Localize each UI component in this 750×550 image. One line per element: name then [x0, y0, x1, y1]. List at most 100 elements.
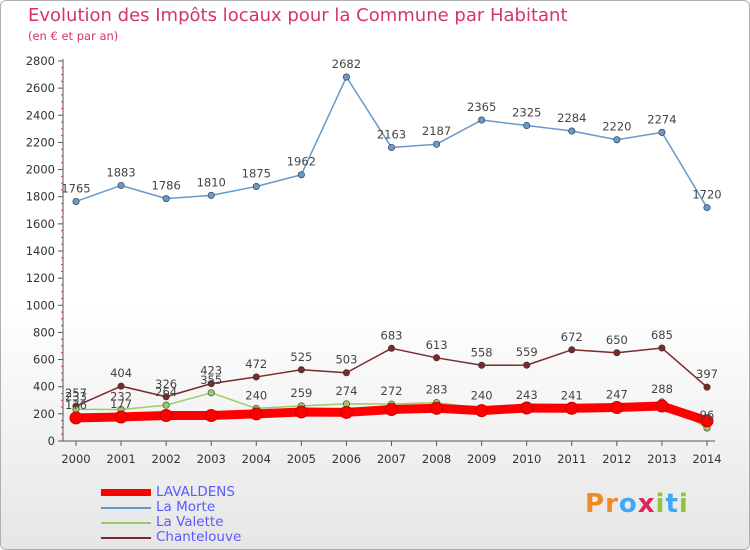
data-label: 288: [651, 382, 673, 396]
data-point: [613, 136, 621, 144]
logo-letter: x: [637, 489, 656, 519]
x-tick-label: 2007: [377, 452, 406, 466]
data-label: 272: [381, 384, 403, 398]
x-tick-label: 2010: [512, 452, 541, 466]
data-point: [700, 414, 714, 428]
data-point: [114, 410, 128, 424]
data-point: [568, 346, 576, 354]
y-tick-label: 1800: [26, 190, 55, 204]
legend-swatch-lavaldens: [101, 489, 151, 496]
data-label: 1962: [287, 155, 316, 169]
legend-swatch-chantelouve: [101, 537, 151, 539]
data-point: [703, 383, 711, 391]
data-label: 672: [561, 330, 583, 344]
data-point: [162, 401, 170, 409]
legend-label-la-morte: La Morte: [156, 499, 216, 515]
data-label: 2682: [332, 57, 361, 71]
y-tick-label: 1000: [26, 298, 55, 312]
data-label: 259: [290, 386, 312, 400]
data-point: [297, 171, 305, 179]
data-point: [655, 399, 669, 413]
data-point: [297, 366, 305, 374]
y-tick-label: 2000: [26, 163, 55, 177]
data-label: 558: [471, 345, 493, 359]
x-tick-label: 2012: [602, 452, 631, 466]
data-point: [204, 408, 218, 422]
data-point: [523, 361, 531, 369]
logo-letter: i: [678, 489, 689, 519]
data-label: 232: [110, 390, 132, 404]
data-label: 257: [65, 386, 87, 400]
legend-label-chantelouve: Chantelouve: [156, 529, 242, 545]
y-tick-label: 400: [33, 380, 55, 394]
data-point: [478, 116, 486, 124]
data-point: [433, 354, 441, 362]
x-tick-label: 2004: [242, 452, 271, 466]
data-point: [523, 121, 531, 129]
data-label: 264: [155, 385, 177, 399]
y-tick-label: 800: [33, 325, 55, 339]
data-label: 2163: [377, 127, 406, 141]
data-label: 650: [606, 333, 628, 347]
data-label: 2284: [557, 111, 586, 125]
y-tick-label: 0: [48, 434, 55, 448]
data-point: [613, 349, 621, 357]
data-point: [207, 389, 215, 397]
data-label: 1875: [242, 167, 271, 181]
data-label: 326: [155, 377, 177, 391]
data-label: 2274: [647, 112, 676, 126]
data-label: 243: [516, 388, 538, 402]
data-point: [162, 195, 170, 203]
data-label: 177: [110, 397, 132, 411]
data-label: 1720: [692, 188, 721, 202]
logo-letter: t: [665, 489, 679, 519]
data-label: 2365: [467, 100, 496, 114]
x-tick-label: 2002: [152, 452, 181, 466]
legend-item-lavaldens: LAVALDENS: [101, 485, 361, 500]
data-label: 503: [335, 353, 357, 367]
x-tick-label: 2014: [692, 452, 721, 466]
data-point: [117, 382, 125, 390]
legend-label-la-valette: La Valette: [156, 514, 224, 530]
y-tick-label: 1600: [26, 217, 55, 231]
data-label: 1883: [106, 165, 135, 179]
data-point: [565, 401, 579, 415]
data-label: 1810: [197, 175, 226, 189]
data-point: [520, 401, 534, 415]
data-label: 176: [65, 398, 87, 412]
data-label: 96: [700, 408, 715, 422]
data-point: [207, 380, 215, 388]
data-point: [207, 191, 215, 199]
data-point: [433, 140, 441, 148]
legend-label-lavaldens: LAVALDENS: [156, 484, 235, 500]
data-point: [342, 73, 350, 81]
legend: LAVALDENS La Morte La Valette Chantelouv…: [101, 485, 361, 545]
legend-item-la-valette: La Valette: [101, 515, 361, 530]
data-label: 2187: [422, 124, 451, 138]
x-tick-label: 2003: [197, 452, 226, 466]
data-label: 240: [471, 388, 493, 402]
data-label: 355: [200, 373, 222, 387]
chart-subtitle: (en € et par an): [28, 29, 119, 43]
data-label: 423: [200, 364, 222, 378]
data-point: [72, 197, 80, 205]
data-label: 525: [290, 350, 312, 364]
data-label: 2220: [602, 120, 631, 134]
logo-letter: o: [618, 489, 638, 519]
data-point: [162, 393, 170, 401]
x-tick-label: 2005: [287, 452, 316, 466]
data-label: 685: [651, 328, 673, 342]
proxiti-logo: Proxiti: [585, 489, 689, 519]
y-tick-label: 2200: [26, 135, 55, 149]
y-tick-label: 200: [33, 407, 55, 421]
y-tick-label: 2600: [26, 81, 55, 95]
data-point: [294, 405, 308, 419]
x-tick-label: 2013: [647, 452, 676, 466]
x-tick-label: 2000: [61, 452, 90, 466]
data-label: 404: [110, 366, 132, 380]
x-tick-label: 2001: [106, 452, 135, 466]
data-point: [117, 181, 125, 189]
data-point: [342, 369, 350, 377]
